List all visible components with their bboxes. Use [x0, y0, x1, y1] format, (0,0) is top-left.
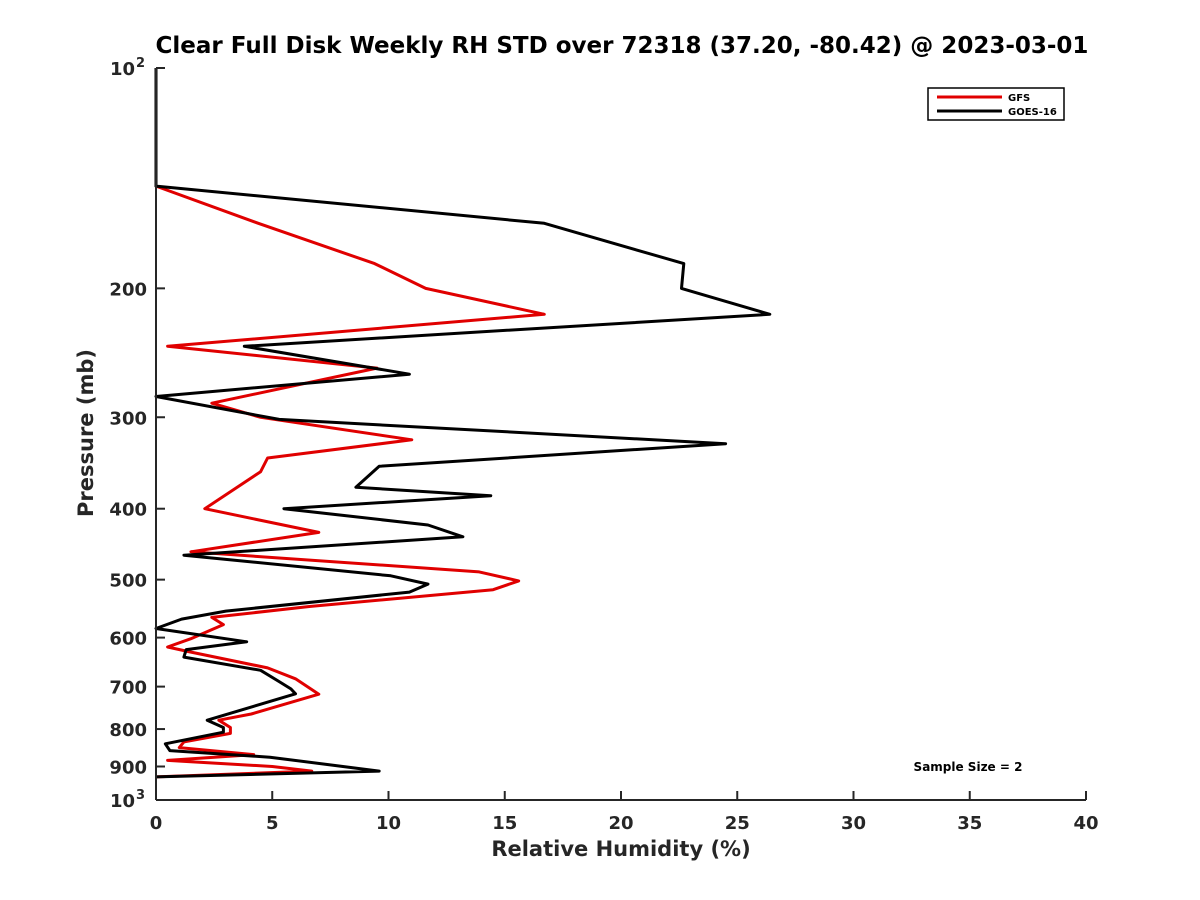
legend-entry-label: GFS	[1008, 93, 1030, 104]
x-axis-label: Relative Humidity (%)	[491, 837, 750, 861]
y-tick-label: 300	[109, 408, 147, 429]
y-tick-label: 10	[110, 59, 135, 80]
x-tick-label: 20	[608, 813, 633, 834]
y-tick-label: 500	[109, 571, 147, 592]
x-tick-label: 35	[957, 813, 982, 834]
x-tick-label: 10	[376, 813, 401, 834]
legend-box	[927, 87, 1065, 121]
legend: GFS GOES-16	[927, 87, 1065, 121]
y-axis-label: Pressure (mb)	[74, 349, 98, 517]
x-tick-label: 5	[266, 813, 279, 834]
x-tick-label: 25	[725, 813, 750, 834]
series-line-goes-16	[154, 68, 772, 779]
y-tick-exponent: 2	[136, 56, 145, 71]
plot-area	[154, 68, 772, 779]
series-line-gfs	[154, 68, 546, 779]
y-tick-exponent: 3	[136, 788, 145, 803]
sample-size-annotation: Sample Size = 2	[914, 760, 1023, 774]
y-tick-label: 600	[109, 629, 147, 650]
y-tick-label: 10	[110, 791, 135, 812]
y-tick-label: 800	[109, 720, 147, 741]
x-tick-label: 15	[492, 813, 517, 834]
y-tick-label: 400	[109, 500, 147, 521]
legend-entry-label: GOES-16	[1008, 107, 1057, 118]
x-tick-label: 30	[841, 813, 866, 834]
x-tick-label: 0	[150, 813, 163, 834]
y-tick-label: 200	[109, 279, 147, 300]
chart-title: Clear Full Disk Weekly RH STD over 72318…	[156, 33, 1089, 59]
y-tick-label: 700	[109, 678, 147, 699]
x-tick-label: 40	[1073, 813, 1098, 834]
y-tick-label: 900	[109, 758, 147, 779]
